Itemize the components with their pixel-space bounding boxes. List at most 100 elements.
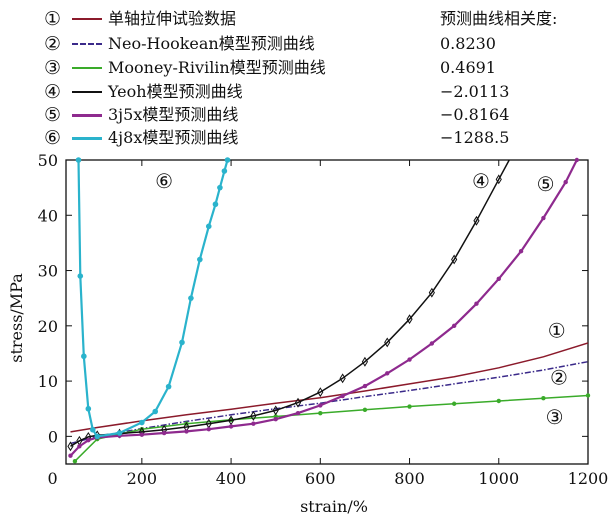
data-point — [86, 438, 91, 443]
data-point — [85, 431, 92, 442]
data-point — [451, 401, 457, 406]
data-point — [205, 418, 212, 429]
data-point — [89, 426, 96, 433]
legend-label: Neo-Hookean模型预测曲线 — [108, 34, 315, 53]
x-tick-label: 1200 — [568, 469, 609, 488]
data-point — [473, 215, 480, 226]
x-tick-label: 800 — [394, 469, 425, 488]
legend-header: 预测曲线相关度: — [440, 9, 558, 28]
y-tick-label: 20 — [38, 317, 58, 336]
data-point — [384, 337, 391, 348]
series-line — [70, 360, 588, 445]
data-point — [228, 417, 234, 422]
data-point — [340, 393, 345, 399]
series-line — [77, 160, 229, 438]
data-point — [161, 430, 167, 436]
data-point — [224, 157, 231, 163]
data-point — [541, 215, 546, 221]
data-point — [205, 223, 212, 230]
data-point — [184, 421, 189, 426]
x-tick-label: 600 — [305, 469, 336, 488]
x-tick-label: 1000 — [478, 469, 519, 488]
data-point — [451, 323, 457, 329]
data-point — [67, 441, 74, 452]
legend-number: ① — [44, 8, 62, 30]
curve-label: ② — [550, 365, 568, 389]
data-point — [139, 426, 145, 432]
y-tick-label: 40 — [38, 206, 58, 225]
data-point — [95, 436, 100, 442]
data-point — [197, 256, 203, 263]
data-point — [318, 410, 323, 416]
data-point — [77, 444, 82, 449]
legend-correlation: 0.8230 — [440, 34, 496, 53]
legend-line-swatch — [72, 137, 102, 140]
data-point — [206, 426, 211, 432]
data-point — [317, 387, 324, 398]
data-point — [451, 254, 458, 265]
data-point — [221, 168, 228, 174]
legend-number: ⑥ — [44, 127, 62, 149]
legend-label: Yeoh模型预测曲线 — [108, 82, 243, 101]
x-axis-label: strain/% — [300, 497, 368, 516]
y-tick-label: 30 — [38, 262, 58, 281]
data-point — [139, 419, 145, 426]
data-point — [339, 373, 346, 384]
series-line — [74, 394, 588, 462]
data-point — [474, 301, 479, 306]
data-point — [294, 397, 302, 408]
data-point — [117, 433, 122, 439]
data-point — [429, 341, 435, 346]
data-point — [318, 403, 323, 408]
data-point — [183, 422, 190, 432]
y-tick-label: 50 — [38, 151, 58, 170]
data-point — [407, 404, 412, 409]
data-point — [116, 428, 123, 439]
legend-correlation: −1288.5 — [440, 128, 510, 147]
curve-label: ① — [548, 318, 566, 342]
data-point — [188, 295, 194, 301]
data-point — [406, 314, 413, 325]
legend-line-swatch — [72, 67, 102, 69]
data-point — [273, 414, 278, 419]
data-point — [68, 453, 73, 458]
data-point — [85, 405, 92, 412]
legend-correlation: −0.8164 — [440, 105, 510, 124]
data-point — [251, 421, 256, 426]
legend-correlation: 0.4691 — [440, 58, 496, 77]
data-point — [273, 417, 278, 422]
data-point — [75, 157, 82, 163]
series-line — [69, 160, 578, 457]
series-line — [70, 160, 511, 447]
data-point — [139, 432, 145, 437]
data-point — [563, 179, 568, 185]
series-line — [70, 342, 588, 433]
data-point — [165, 383, 172, 390]
data-point — [77, 273, 84, 279]
data-point — [362, 407, 368, 413]
data-point — [227, 415, 235, 426]
legend-line-swatch — [72, 18, 102, 20]
data-point — [385, 371, 390, 376]
data-point — [518, 249, 524, 254]
data-point — [496, 276, 501, 282]
data-point — [495, 174, 502, 185]
y-tick-label: 0 — [48, 427, 58, 446]
data-point — [585, 393, 591, 398]
curve-label: ⑤ — [537, 172, 555, 196]
legend-entry: ② Neo-Hookean模型预测曲线 0.8230 — [44, 33, 616, 55]
data-point — [95, 435, 100, 440]
data-point — [217, 184, 223, 191]
curve-label: ⑥ — [155, 169, 173, 193]
data-point — [76, 435, 83, 446]
legend-label: 4j8x模型预测曲线 — [108, 128, 239, 147]
data-point — [94, 433, 101, 440]
data-point — [295, 410, 301, 416]
data-point — [361, 356, 369, 367]
legend-number: ② — [44, 33, 62, 55]
data-point — [228, 424, 234, 429]
data-point — [184, 429, 189, 434]
data-point — [496, 398, 501, 404]
data-point — [161, 424, 168, 435]
legend-line-swatch — [72, 114, 102, 117]
